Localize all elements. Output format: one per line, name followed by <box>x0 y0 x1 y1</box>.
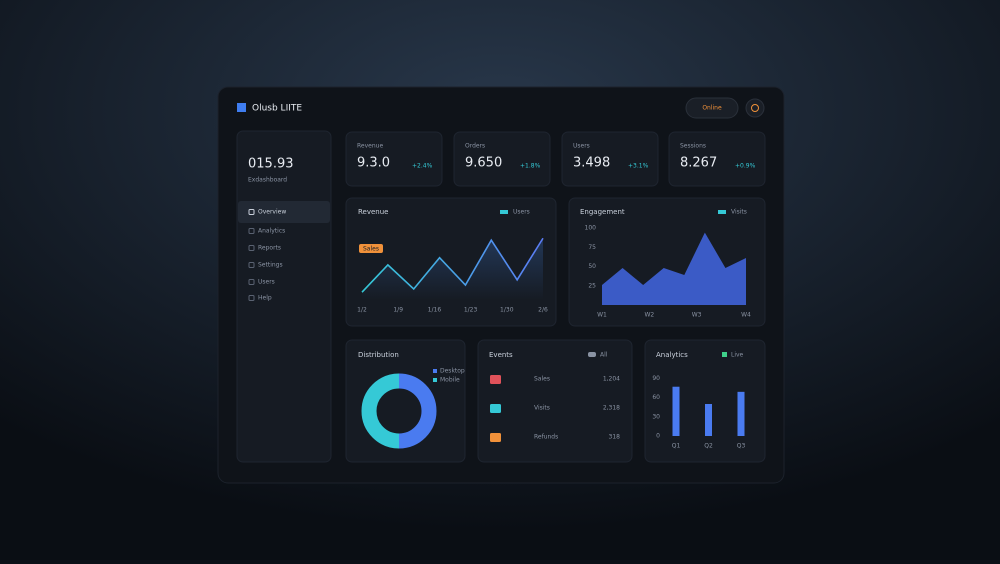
stat-value: 9.650 <box>465 156 502 171</box>
x-tick-label: W3 <box>692 312 702 319</box>
y-tick-label: 50 <box>588 263 596 270</box>
nav-icon <box>248 228 255 234</box>
panel-title: Engagement <box>580 208 625 216</box>
balance: 015.93 <box>248 157 294 172</box>
nav-icon <box>248 262 255 268</box>
logo <box>237 103 246 112</box>
nav-item[interactable]: Users <box>258 279 275 286</box>
legend-label: Live <box>731 352 744 359</box>
legend-swatch <box>722 352 727 357</box>
x-tick-label: Q2 <box>704 443 713 450</box>
balance-label: Exdashboard <box>248 177 287 184</box>
stat-label: Sessions <box>680 143 706 150</box>
stat-card <box>345 131 443 187</box>
y-tick-label: 75 <box>588 244 596 251</box>
legend-label: Visits <box>731 209 747 216</box>
legend-label: Desktop <box>440 368 465 375</box>
nav-icon <box>248 279 255 285</box>
badge-label: Sales <box>363 246 379 253</box>
x-tick-label: 1/9 <box>393 307 403 314</box>
row-icon <box>490 375 501 384</box>
panel-title: Analytics <box>656 351 688 359</box>
donut-segment <box>398 373 437 449</box>
badge <box>359 244 383 253</box>
bar <box>737 391 745 436</box>
y-tick-label: 25 <box>588 282 596 289</box>
stat-card <box>668 131 766 187</box>
stat-change: +2.4% <box>412 163 433 170</box>
badge-icon <box>588 352 596 357</box>
stat-label: Users <box>573 143 590 150</box>
x-tick-label: Q1 <box>672 443 681 450</box>
stat-change: +0.9% <box>735 163 756 170</box>
nav-icon <box>248 245 255 251</box>
panel-title: Events <box>489 351 513 359</box>
y-tick-label: 90 <box>652 375 660 382</box>
stat-card <box>561 131 659 187</box>
avatar-icon <box>751 104 759 112</box>
row-label: Visits <box>534 405 550 412</box>
legend-swatch <box>433 369 437 373</box>
y-tick-label: 60 <box>652 394 660 401</box>
app-title: Olusb LIITE <box>252 104 302 114</box>
donut-segment <box>361 373 400 449</box>
legend-swatch <box>433 378 437 382</box>
line-fill <box>362 238 543 300</box>
legend-label: Mobile <box>440 377 460 384</box>
legend-label: Users <box>513 209 530 216</box>
row-value: 2,318 <box>603 405 620 412</box>
stat-change: +1.8% <box>520 163 541 170</box>
nav-icon <box>248 295 255 301</box>
row-icon <box>490 404 501 413</box>
y-tick-label: 100 <box>585 225 597 232</box>
stat-value: 9.3.0 <box>357 156 390 171</box>
nav-item[interactable]: Help <box>258 295 272 302</box>
row-label: Sales <box>534 376 550 383</box>
x-tick-label: W4 <box>741 312 751 319</box>
nav-icon <box>248 209 255 215</box>
x-tick-label: 1/30 <box>500 307 514 314</box>
area-panel <box>568 197 766 327</box>
x-tick-label: 1/2 <box>357 307 367 314</box>
stat-label: Revenue <box>357 143 383 150</box>
row-label: Refunds <box>534 434 558 441</box>
area <box>602 232 746 305</box>
avatar[interactable] <box>745 98 765 118</box>
bar <box>705 404 712 436</box>
panel-title: Distribution <box>358 351 399 359</box>
x-tick-label: 1/16 <box>428 307 442 314</box>
nav-item[interactable]: Settings <box>258 262 283 269</box>
status-pill[interactable] <box>685 97 739 119</box>
stat-value: 8.267 <box>680 156 717 171</box>
legend-swatch <box>500 210 508 214</box>
stat-value: 3.498 <box>573 156 610 171</box>
nav-item[interactable]: Analytics <box>258 228 285 235</box>
nav-item[interactable]: Reports <box>258 245 281 252</box>
x-tick-label: 1/23 <box>464 307 478 314</box>
stat-card <box>453 131 551 187</box>
stat-change: +3.1% <box>628 163 649 170</box>
y-tick-label: 30 <box>652 413 660 420</box>
legend-swatch <box>718 210 726 214</box>
row-value: 1,204 <box>603 376 620 383</box>
nav-active <box>238 201 330 223</box>
row-icon <box>490 433 501 442</box>
line-panel <box>345 197 557 327</box>
stat-label: Orders <box>465 143 485 150</box>
row-value: 318 <box>609 434 621 441</box>
bar <box>672 386 680 436</box>
line <box>361 237 544 293</box>
x-tick-label: 2/6 <box>538 307 548 314</box>
list-panel <box>477 339 633 463</box>
x-tick-label: Q3 <box>737 443 746 450</box>
x-tick-label: W2 <box>644 312 654 319</box>
y-tick-label: 0 <box>656 433 660 440</box>
badge-label: All <box>600 352 608 359</box>
panel-title: Revenue <box>358 208 389 216</box>
status: Online <box>702 105 722 112</box>
nav-item[interactable]: Overview <box>258 209 286 216</box>
x-tick-label: W1 <box>597 312 607 319</box>
